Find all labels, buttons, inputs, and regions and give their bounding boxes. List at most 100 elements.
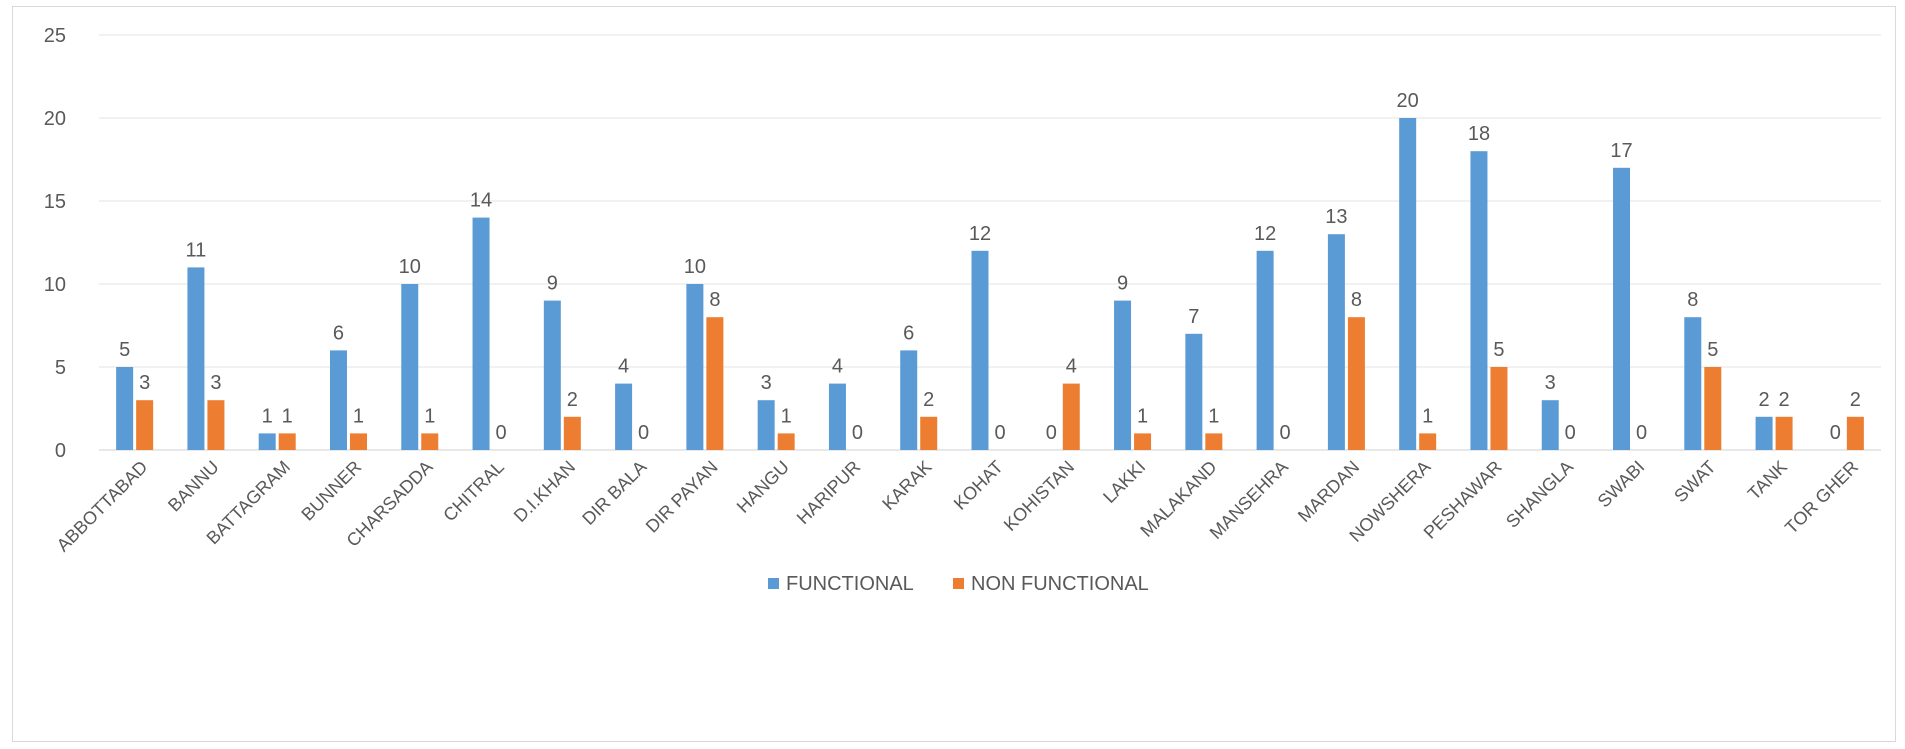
data-label-non-functional: 4 <box>1066 356 1077 378</box>
y-tick-label: 10 <box>44 274 66 296</box>
bar-functional <box>1684 317 1702 450</box>
category-label: HANGU <box>733 457 793 517</box>
data-label-functional: 10 <box>684 256 706 278</box>
data-label-non-functional: 1 <box>424 405 435 427</box>
y-tick-label: 20 <box>44 108 66 130</box>
y-tick-label: 0 <box>55 440 66 462</box>
legend-label-functional: FUNCTIONAL <box>786 573 914 595</box>
category-label: SWABI <box>1594 457 1649 512</box>
category-label: KARAK <box>878 457 935 514</box>
data-label-functional: 6 <box>333 322 344 344</box>
data-label-functional: 9 <box>547 273 558 295</box>
data-label-non-functional: 3 <box>210 372 221 394</box>
category-label: HARIPUR <box>793 457 864 528</box>
data-label-non-functional: 2 <box>923 389 934 411</box>
bar-functional <box>757 400 775 450</box>
bar-functional <box>1114 300 1132 450</box>
category-label: CHITRAL <box>439 457 508 526</box>
data-label-functional: 3 <box>1545 372 1556 394</box>
data-label-functional: 5 <box>119 339 130 361</box>
data-label-functional: 20 <box>1397 90 1419 112</box>
legend-swatch-functional <box>768 578 779 589</box>
bar-functional <box>472 217 490 450</box>
bar-non-functional <box>207 400 225 450</box>
data-label-non-functional: 5 <box>1707 339 1718 361</box>
bar-functional <box>1541 400 1559 450</box>
data-label-functional: 10 <box>399 256 421 278</box>
bar-functional <box>1755 416 1773 450</box>
data-label-non-functional: 1 <box>1422 405 1433 427</box>
bar-non-functional <box>1134 433 1152 450</box>
bar-non-functional <box>1775 416 1793 450</box>
data-label-non-functional: 0 <box>1280 422 1291 444</box>
bar-non-functional <box>421 433 439 450</box>
data-label-non-functional: 0 <box>495 422 506 444</box>
bar-functional <box>1256 250 1274 450</box>
data-label-non-functional: 2 <box>1779 389 1790 411</box>
y-tick-label: 15 <box>44 191 66 213</box>
data-label-non-functional: 0 <box>1565 422 1576 444</box>
bar-functional <box>187 267 205 450</box>
data-label-non-functional: 3 <box>139 372 150 394</box>
data-label-non-functional: 1 <box>781 405 792 427</box>
legend-swatch-non-functional <box>953 578 964 589</box>
category-label: TANK <box>1744 457 1791 504</box>
bar-functional <box>329 350 347 450</box>
data-label-non-functional: 0 <box>994 422 1005 444</box>
category-label: DIR PAYAN <box>642 457 722 537</box>
bar-functional <box>543 300 561 450</box>
data-label-functional: 14 <box>470 190 492 212</box>
category-label: ABBOTTABAD <box>53 457 152 556</box>
bar-non-functional <box>1062 383 1080 450</box>
data-label-functional: 11 <box>186 239 207 261</box>
bar-functional <box>615 383 633 450</box>
bar-functional <box>900 350 918 450</box>
y-axis-ticks: 0 5 10 15 20 25 <box>44 25 66 462</box>
data-label-functional: 0 <box>1830 422 1841 444</box>
category-label: BUNNER <box>297 457 365 525</box>
y-tick-label: 5 <box>55 357 66 379</box>
data-label-non-functional: 1 <box>1137 405 1148 427</box>
data-label-functional: 12 <box>969 223 991 245</box>
category-label: KOHAT <box>950 457 1007 514</box>
bar-non-functional <box>136 400 154 450</box>
data-label-non-functional: 5 <box>1493 339 1504 361</box>
gridlines <box>99 34 1881 451</box>
bar-functional <box>116 367 134 450</box>
data-label-non-functional: 0 <box>852 422 863 444</box>
data-label-non-functional: 0 <box>638 422 649 444</box>
bar-functional <box>828 383 846 450</box>
data-label-functional: 13 <box>1325 206 1347 228</box>
data-label-functional: 2 <box>1759 389 1770 411</box>
legend: FUNCTIONAL NON FUNCTIONAL <box>768 573 1149 595</box>
data-label-functional: 12 <box>1254 223 1276 245</box>
bar-non-functional <box>1704 367 1722 450</box>
data-label-functional: 6 <box>903 322 914 344</box>
bar-functional <box>1185 333 1203 450</box>
bar-functional <box>1613 167 1631 451</box>
data-label-functional: 17 <box>1610 140 1632 162</box>
data-label-functional: 18 <box>1468 123 1490 145</box>
data-label-functional: 4 <box>832 356 843 378</box>
bar-non-functional <box>1205 433 1223 450</box>
bar-non-functional <box>777 433 795 450</box>
data-label-non-functional: 1 <box>282 405 293 427</box>
data-label-functional: 1 <box>262 405 273 427</box>
bar-functional <box>971 250 989 450</box>
category-label: MARDAN <box>1294 457 1363 526</box>
bar-functional <box>1470 151 1488 450</box>
bar-non-functional <box>920 416 938 450</box>
category-label: SHANGLA <box>1502 457 1577 532</box>
bar-non-functional <box>1490 367 1508 450</box>
data-label-functional: 3 <box>761 372 772 394</box>
category-label: LAKKI <box>1099 457 1149 507</box>
data-label-non-functional: 8 <box>1351 289 1362 311</box>
bar-non-functional <box>278 433 296 450</box>
bar-non-functional <box>1347 317 1365 450</box>
data-label-functional: 7 <box>1188 306 1199 328</box>
bar-non-functional <box>706 317 724 450</box>
bar-functional <box>686 284 704 450</box>
